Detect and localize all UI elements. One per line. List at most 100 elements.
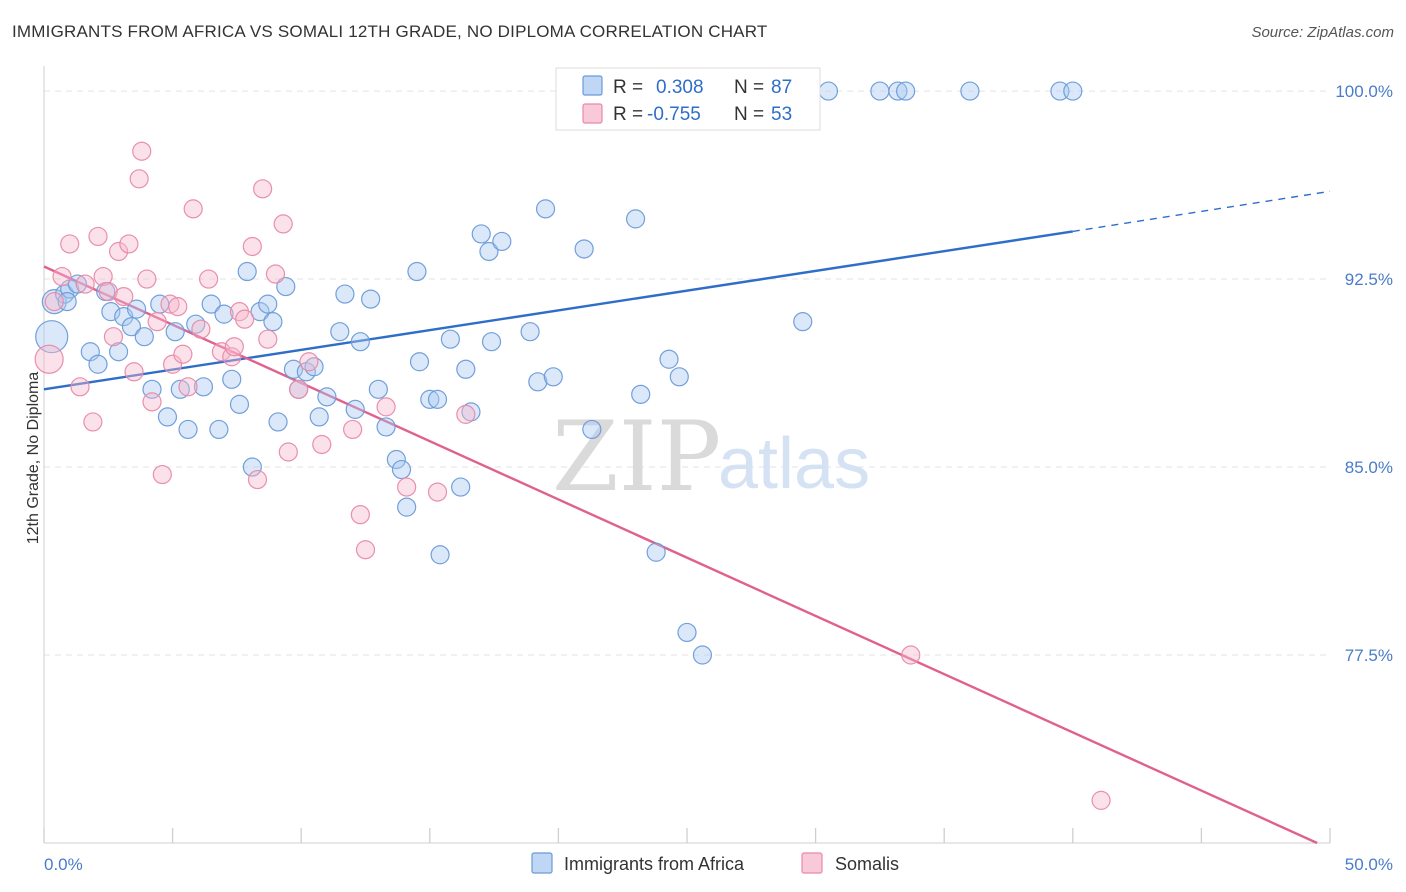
- legend-n-label-africa: N =: [734, 77, 764, 98]
- point-somalis-15: [129, 169, 149, 189]
- point-africa-81: [870, 81, 890, 101]
- point-africa-57: [451, 477, 471, 497]
- point-somalis-51: [1091, 790, 1111, 810]
- point-somalis-14: [124, 362, 144, 382]
- axes: [43, 66, 1331, 844]
- point-africa-59: [461, 402, 481, 422]
- point-somalis-27: [191, 319, 211, 339]
- point-somalis-11: [108, 241, 129, 262]
- point-africa-23: [201, 294, 221, 314]
- point-africa-65: [528, 372, 548, 392]
- point-africa-63: [492, 231, 512, 252]
- point-somalis-2: [52, 266, 72, 287]
- watermark: ZIP atlas: [552, 401, 870, 513]
- point-somalis-48: [427, 482, 448, 502]
- point-africa-60: [471, 224, 491, 244]
- point-africa-28: [237, 261, 257, 282]
- point-africa-49: [391, 459, 412, 480]
- point-somalis-8: [93, 266, 113, 287]
- y-tick-label-2: 92.5%: [1345, 270, 1393, 289]
- point-somalis-20: [152, 464, 172, 485]
- x-tick-label-1: 50.0%: [1345, 855, 1393, 874]
- x-tick-labels: 0.0% 50.0%: [44, 855, 1393, 874]
- point-africa-0: [35, 320, 69, 354]
- point-somalis-25: [178, 377, 198, 397]
- point-somalis-38: [273, 214, 293, 234]
- stats-legend: R = 0.308 N = 87 R = -0.755 N = 53: [555, 67, 821, 131]
- point-africa-68: [574, 239, 594, 259]
- point-somalis-26: [183, 199, 203, 219]
- legend-n-value-africa: 87: [771, 77, 792, 98]
- point-africa-40: [317, 387, 337, 407]
- point-africa-18: [165, 322, 185, 342]
- point-africa-84: [960, 81, 980, 101]
- point-africa-86: [1063, 81, 1083, 101]
- point-africa-22: [193, 377, 214, 397]
- point-africa-32: [263, 312, 283, 332]
- grid-lines: [44, 90, 1330, 656]
- point-africa-4: [67, 274, 88, 294]
- point-africa-82: [888, 81, 908, 101]
- point-africa-24: [209, 419, 229, 440]
- point-somalis-21: [160, 294, 180, 314]
- point-africa-55: [430, 545, 450, 565]
- point-somalis-43: [343, 419, 363, 440]
- point-somalis-19: [147, 312, 167, 332]
- point-africa-76: [677, 622, 697, 643]
- point-africa-10: [108, 342, 129, 362]
- point-africa-33: [268, 412, 288, 432]
- point-africa-26: [222, 369, 242, 389]
- series-legend-swatch-somalis: [801, 852, 823, 874]
- legend-r-label-somalis: R =: [613, 104, 643, 125]
- watermark-zip: ZIP: [552, 401, 721, 513]
- point-africa-77: [692, 645, 713, 665]
- trend-line-somalis: [43, 265, 1318, 845]
- point-africa-48: [386, 449, 406, 470]
- series-legend: Immigrants from Africa Somalis: [531, 852, 899, 874]
- point-somalis-16: [132, 141, 152, 161]
- point-africa-83: [896, 81, 916, 101]
- point-africa-71: [625, 209, 646, 229]
- point-africa-73: [646, 542, 666, 562]
- y-tick-labels: 77.5% 85.0% 92.5% 100.0%: [1335, 82, 1393, 665]
- point-africa-42: [335, 284, 355, 304]
- point-africa-7: [88, 354, 108, 374]
- point-africa-20: [178, 419, 198, 440]
- point-africa-41: [330, 322, 350, 342]
- point-somalis-37: [265, 264, 286, 284]
- point-africa-29: [242, 457, 262, 477]
- point-somalis-4: [70, 377, 90, 397]
- point-somalis-24: [173, 344, 193, 364]
- point-somalis-18: [142, 392, 162, 412]
- point-africa-9: [101, 302, 121, 322]
- point-africa-43: [345, 399, 365, 419]
- legend-r-value-africa: 0.308: [656, 77, 704, 98]
- point-somalis-12: [114, 286, 134, 307]
- point-africa-52: [409, 352, 430, 372]
- point-africa-19: [170, 379, 190, 399]
- watermark-atlas: atlas: [718, 424, 870, 504]
- point-somalis-28: [199, 269, 219, 289]
- point-somalis-13: [119, 234, 139, 254]
- point-africa-44: [350, 332, 370, 352]
- point-africa-50: [397, 497, 417, 517]
- point-somalis-29: [211, 342, 232, 362]
- point-somalis-10: [103, 327, 124, 347]
- chart-title: IMMIGRANTS FROM AFRICA VS SOMALI 12TH GR…: [12, 22, 768, 41]
- legend-n-value-somalis: 53: [771, 104, 792, 125]
- point-africa-72: [631, 384, 651, 404]
- chart-source: Source: ZipAtlas.com: [1251, 24, 1394, 41]
- data-points: [34, 81, 1111, 810]
- point-africa-31: [258, 294, 278, 314]
- point-africa-47: [376, 417, 396, 437]
- series-legend-label-somalis: Somalis: [835, 854, 899, 874]
- legend-swatch-africa: [582, 75, 603, 96]
- trend-line-africa: [43, 230, 1073, 391]
- point-africa-54: [427, 389, 448, 409]
- point-africa-67: [543, 367, 563, 387]
- point-somalis-40: [289, 379, 309, 399]
- point-africa-53: [420, 389, 440, 409]
- point-somalis-52: [224, 337, 244, 357]
- trend-line-extension-africa: [1072, 190, 1331, 233]
- point-somalis-0: [34, 344, 64, 374]
